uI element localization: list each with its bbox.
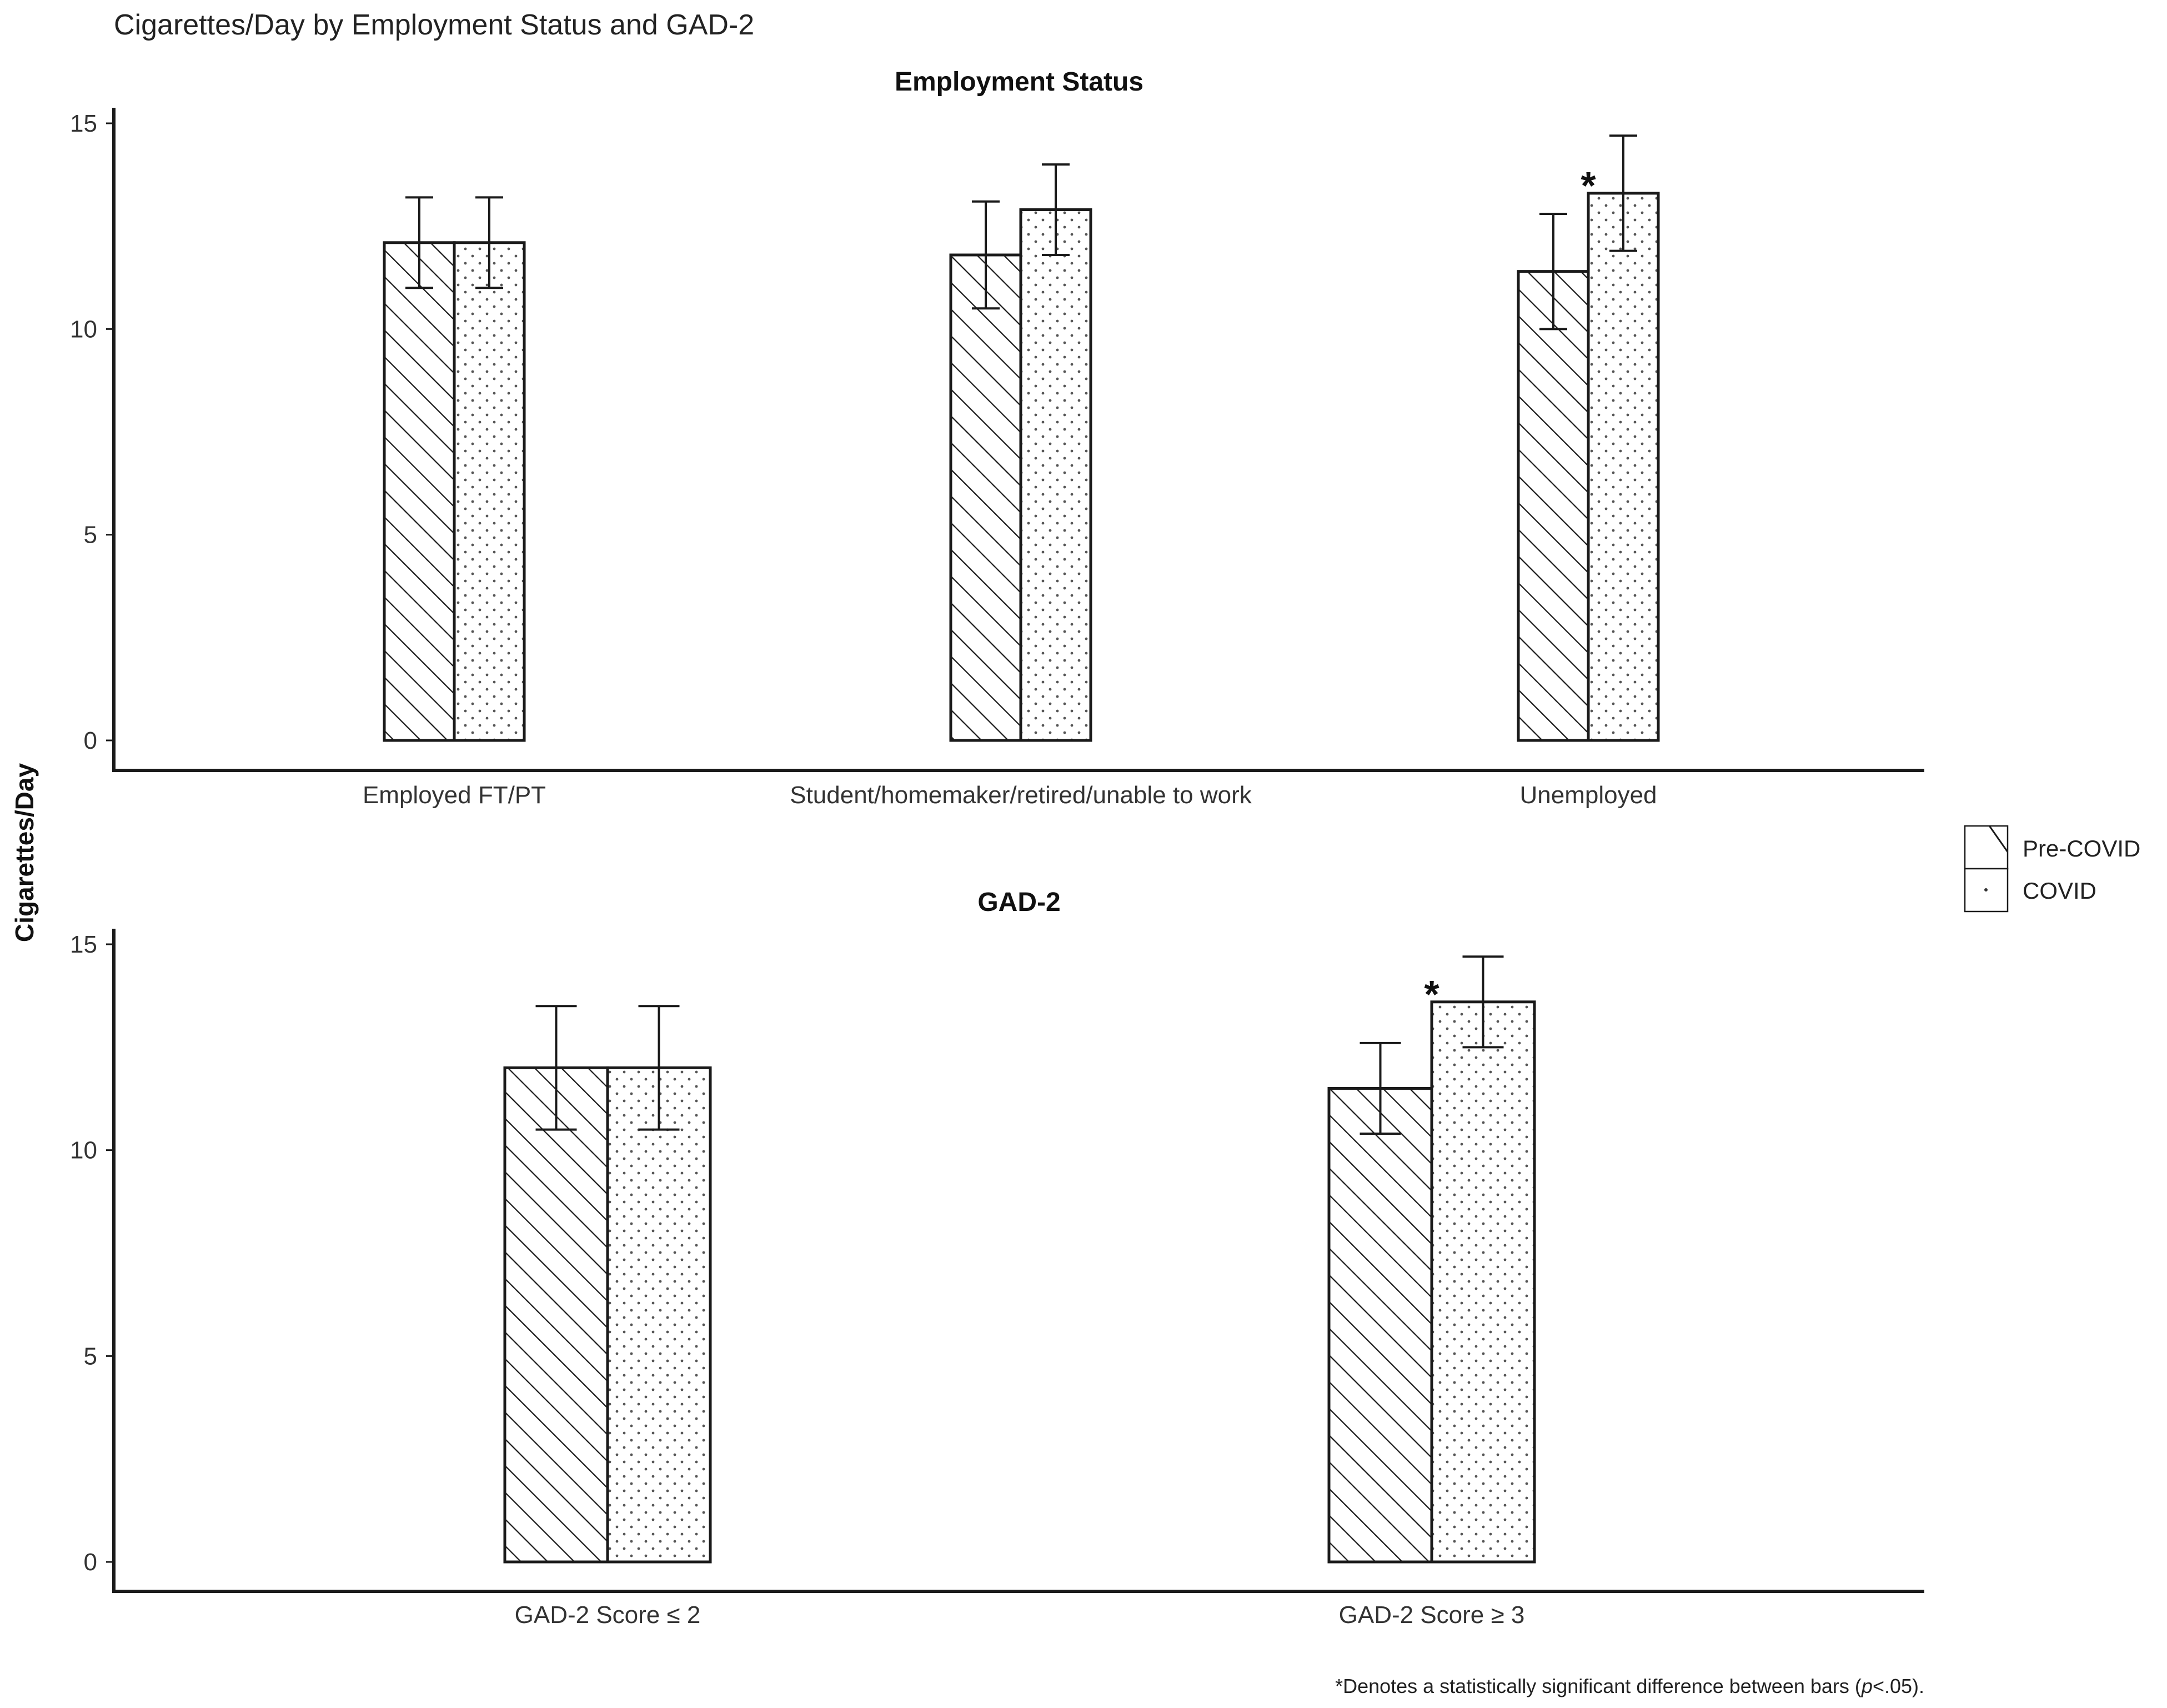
y-tick-label: 5 bbox=[84, 522, 97, 549]
bar-covid bbox=[1587, 192, 1660, 742]
bar-covid bbox=[1019, 208, 1092, 742]
legend-swatch-dot bbox=[1984, 888, 1988, 891]
significance-asterisk: * bbox=[1581, 164, 1596, 207]
bar-covid bbox=[606, 1066, 712, 1564]
significance-asterisk: * bbox=[1424, 973, 1439, 1016]
panel-employment-status: Employment Status 0 5 10 15 Employed FT/PT Stu… bbox=[70, 67, 1924, 809]
bar-pre-covid bbox=[503, 1066, 609, 1564]
legend-item-pre-covid: Pre-COVID bbox=[1964, 825, 2140, 870]
footnote-prefix: *Denotes a statistically significant dif… bbox=[1335, 1675, 1862, 1697]
y-tick-label: 15 bbox=[70, 110, 97, 137]
y-tick-label: 5 bbox=[84, 1343, 97, 1370]
y-tick-label: 0 bbox=[84, 1549, 97, 1576]
x-tick-label: Student/homemaker/retired/unable to work bbox=[790, 782, 1252, 809]
legend: Pre-COVID COVID bbox=[1964, 825, 2140, 913]
bar-covid bbox=[1430, 1000, 1536, 1564]
x-tick-label: Employed FT/PT bbox=[363, 782, 546, 809]
y-axis-title: Cigarettes/Day bbox=[10, 763, 39, 943]
y-tick-label: 10 bbox=[70, 1137, 97, 1164]
legend-swatch-hatch bbox=[1964, 825, 2009, 870]
bar-covid bbox=[453, 241, 526, 742]
panel-title: GAD-2 bbox=[977, 888, 1060, 917]
bar-pre-covid bbox=[949, 253, 1022, 742]
x-tick-label: GAD-2 Score ≤ 2 bbox=[515, 1601, 701, 1629]
y-tick-label: 15 bbox=[70, 931, 97, 958]
footnote-suffix: <.05). bbox=[1873, 1675, 1924, 1697]
footnote-p-italic: p bbox=[1861, 1675, 1873, 1697]
legend-label-covid: COVID bbox=[2023, 878, 2096, 904]
y-tick-label: 10 bbox=[70, 315, 97, 343]
x-tick-label: GAD-2 Score ≥ 3 bbox=[1339, 1601, 1525, 1629]
panel-gad2: GAD-2 0 5 10 15 GAD-2 Score ≤ 2 GAD-2 Score ≥ … bbox=[70, 888, 1924, 1629]
legend-item-covid: COVID bbox=[1964, 868, 2096, 913]
y-tick-label: 0 bbox=[84, 727, 97, 754]
panel-title: Employment Status bbox=[895, 67, 1143, 97]
bar-pre-covid bbox=[1327, 1086, 1433, 1564]
footnote: *Denotes a statistically significant dif… bbox=[1335, 1675, 1924, 1697]
bar-pre-covid bbox=[1517, 270, 1590, 742]
figure-title: Cigarettes/Day by Employment Status and … bbox=[114, 9, 754, 41]
x-tick-label: Unemployed bbox=[1519, 782, 1657, 809]
bar-pre-covid bbox=[383, 241, 456, 742]
legend-label-pre-covid: Pre-COVID bbox=[2023, 835, 2140, 861]
